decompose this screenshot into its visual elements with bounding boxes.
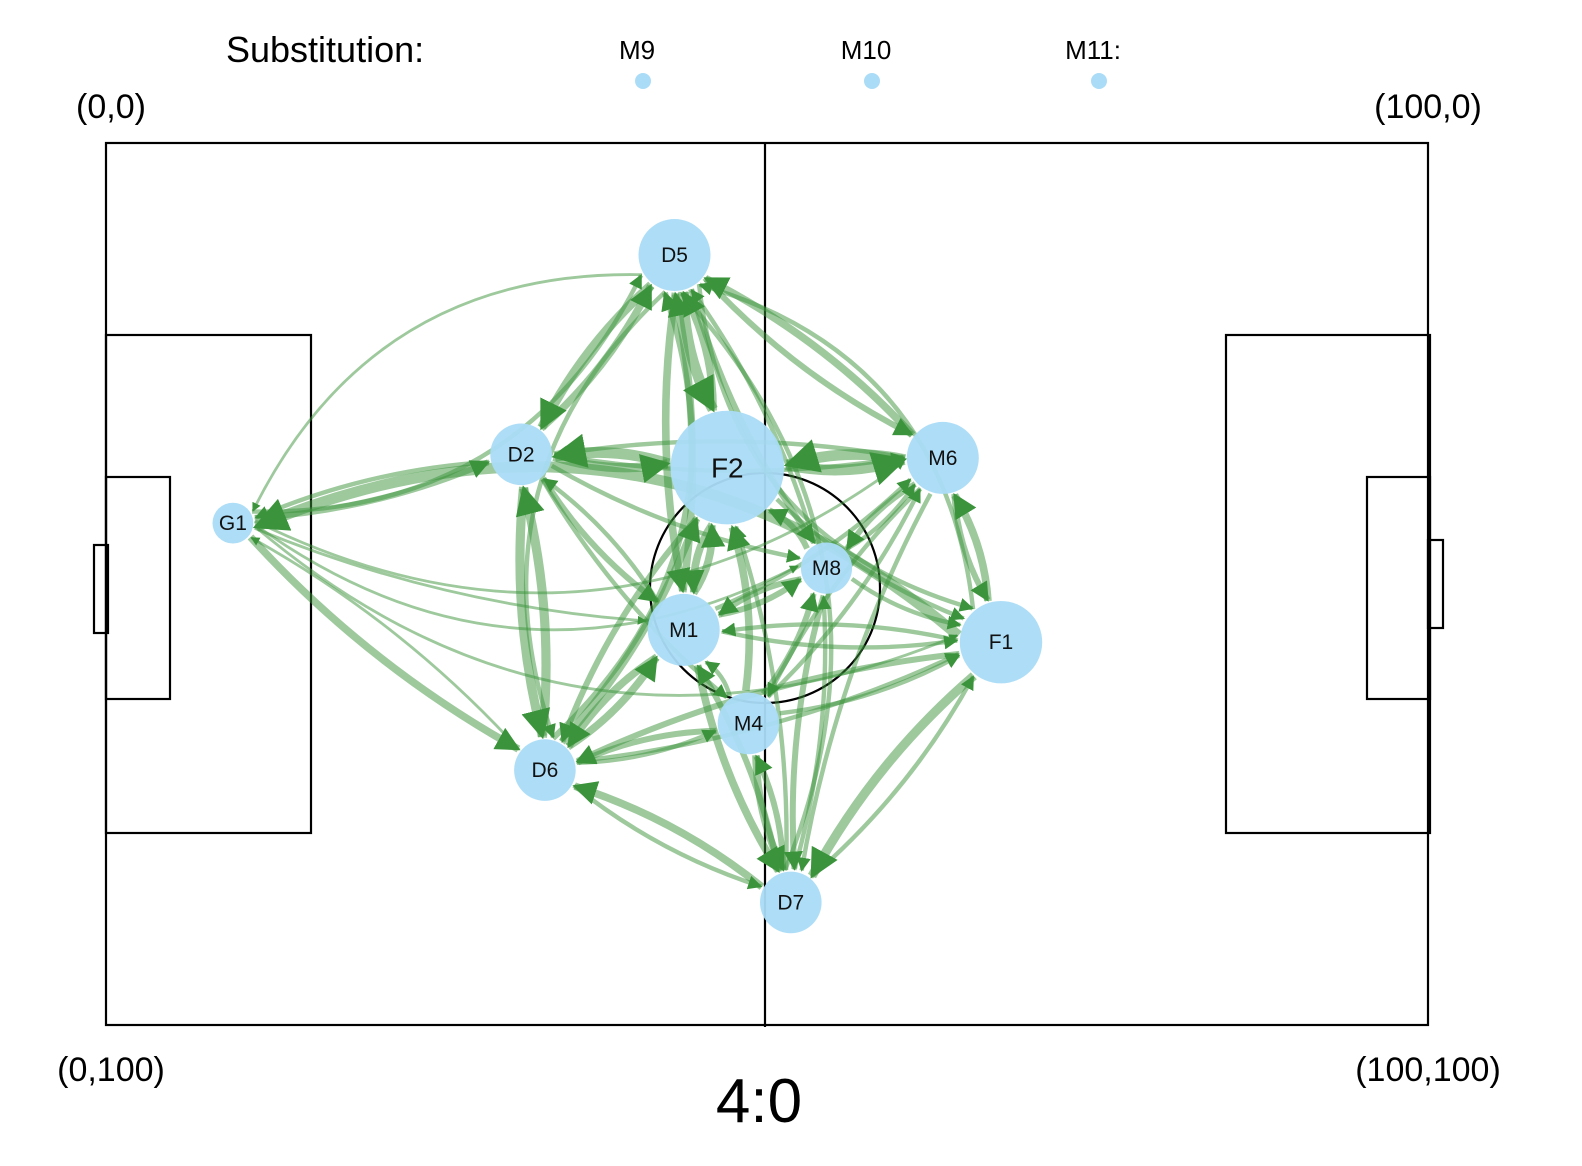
player-label: F1 [989, 631, 1014, 654]
pass-edge-m6-to-d7 [796, 492, 933, 872]
pass-edge-m1-to-f2 [690, 522, 726, 596]
left-penalty-area [104, 333, 313, 835]
right-penalty-area [1224, 333, 1432, 835]
pass-edge-f1-to-d7 [807, 672, 977, 879]
pass-edge-d6-to-m1 [565, 655, 660, 750]
pass-edge-m4-to-m8 [760, 591, 819, 696]
pass-edge-m4-to-f1 [779, 653, 961, 716]
pass-edge-m4-to-m6 [766, 488, 922, 699]
pass-edge-m1-to-m8 [718, 577, 803, 618]
player-label: D2 [508, 443, 535, 466]
player-circle [638, 219, 711, 291]
player-node-f2: F2 [670, 410, 785, 525]
corner-label-bottom-right: (100,100) [1355, 1051, 1501, 1089]
pass-edge-d5-to-d2 [537, 281, 655, 431]
substitute-dot-m11 [1091, 73, 1107, 89]
pass-edge-d6-to-d7 [572, 783, 763, 890]
pass-edge-d6-to-g1 [250, 536, 521, 751]
pass-edge-m8-to-d5 [689, 288, 817, 544]
player-circle [959, 601, 1043, 684]
substitute-label-m9: M9 [619, 35, 655, 65]
player-label: M8 [812, 557, 841, 580]
substitute-dot-m10 [864, 73, 880, 89]
match-score: 4:0 [716, 1067, 802, 1136]
substitutes-legend: M9 M10 M11: [619, 35, 1121, 89]
player-circle [760, 871, 822, 934]
pass-edge-f1-to-d5 [698, 281, 976, 610]
corner-label-bottom-left: (0,100) [57, 1051, 165, 1089]
pass-edge-d6-to-f2 [558, 516, 701, 745]
left-goal-area [104, 475, 172, 701]
player-circle [717, 692, 780, 755]
player-node-m4: M4 [717, 692, 780, 755]
pass-edge-d7-to-f1 [809, 675, 976, 879]
substitute-dot-m9 [635, 73, 651, 89]
player-label: D6 [531, 759, 558, 782]
pass-edge-g1-to-m1 [254, 527, 647, 625]
substitution-label: Substitution: [226, 29, 424, 70]
pass-edge-d5-to-g1 [251, 273, 643, 512]
player-circle [647, 593, 720, 666]
corner-label-top-right: (100,0) [1374, 88, 1482, 126]
player-node-f1: F1 [959, 601, 1043, 684]
pass-edge-d7-to-m1 [695, 664, 782, 873]
player-node-d6: D6 [514, 739, 576, 801]
pass-edge-d7-to-m4 [753, 754, 787, 871]
pass-edge-d5-to-m6 [702, 275, 914, 438]
player-circle [514, 739, 576, 801]
player-label: M1 [669, 619, 698, 642]
pass-edge-d5-to-f1 [696, 283, 974, 612]
player-circle [906, 421, 979, 494]
player-circle [800, 542, 853, 594]
pass-edge-f2-to-d6 [559, 515, 700, 744]
pass-edge-m8-to-d7 [783, 594, 827, 871]
football-pitch [92, 141, 1445, 1027]
player-label: M4 [734, 712, 763, 735]
player-nodes: G1 D2 D5 F2 M6 M8 M1 F1 M4 D6 D7 [212, 219, 1043, 934]
corner-label-top-left: (0,0) [76, 88, 146, 126]
player-node-m1: M1 [647, 593, 720, 666]
player-label: G1 [219, 512, 247, 535]
player-circle [490, 423, 552, 486]
pass-edge-d7-to-m8 [792, 595, 832, 871]
player-node-d7: D7 [760, 871, 822, 934]
pass-edge-d2-to-d6 [515, 486, 551, 740]
player-circle [212, 502, 254, 544]
right-goal-area [1365, 475, 1432, 701]
pass-edge-m4-to-f2 [727, 524, 754, 692]
player-node-m6: M6 [906, 421, 979, 494]
right-goal [1426, 538, 1445, 630]
substitute-label-m11: M11: [1065, 35, 1121, 65]
substitute-label-m10: M10 [841, 35, 892, 65]
pass-edge-d7-to-f2 [733, 525, 789, 870]
player-label: M6 [928, 447, 957, 470]
pass-edge-d6-to-d2 [515, 485, 551, 738]
pass-edge-f1-to-m6 [951, 493, 992, 602]
player-circle [670, 410, 785, 525]
player-label: D7 [777, 891, 804, 914]
pass-edge-f1-to-g1 [252, 461, 962, 640]
pass-edge-m4-to-m1 [704, 660, 732, 697]
pass-edge-m4-to-d6 [576, 727, 717, 766]
player-node-d5: D5 [638, 219, 711, 291]
pass-edge-m1-to-d2 [542, 477, 660, 604]
pass-edge-d7-to-d6 [572, 781, 765, 890]
player-node-m8: M8 [800, 542, 853, 594]
player-node-g1: G1 [212, 502, 254, 544]
player-label: F2 [711, 453, 744, 484]
player-label: D5 [661, 244, 688, 267]
pass-edge-g1-to-m6 [254, 460, 905, 595]
pass-edge-d6-to-m4 [576, 728, 717, 765]
pass-edges [247, 273, 992, 890]
player-node-d2: D2 [490, 423, 552, 486]
left-goal [92, 543, 110, 635]
pass-edge-g1-to-d6 [247, 534, 521, 753]
